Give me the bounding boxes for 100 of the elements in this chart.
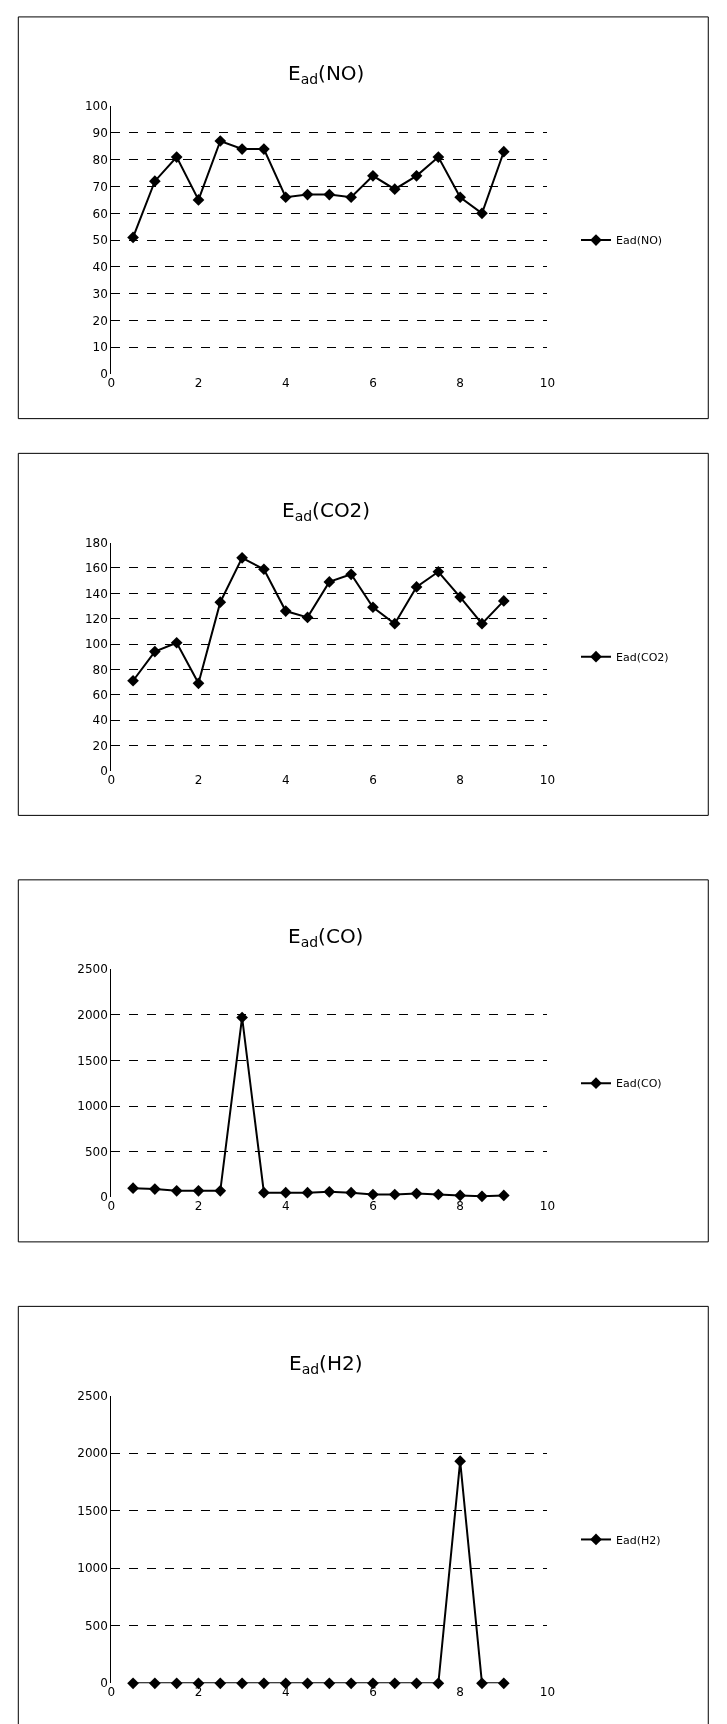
x-tick-label: 2 xyxy=(194,1199,203,1214)
x-tick-label: 6 xyxy=(369,1199,377,1214)
y-tick-label: 180 xyxy=(84,535,108,550)
y-tick-label: 1500 xyxy=(77,1053,108,1068)
point xyxy=(127,674,139,687)
x-tick-label: 2 xyxy=(194,772,203,787)
x-tick-label: 4 xyxy=(281,1199,290,1214)
y-tick-label: 50 xyxy=(92,233,108,248)
point xyxy=(170,636,183,649)
point xyxy=(214,1185,227,1197)
point xyxy=(454,191,467,204)
y-tick-label: 2500 xyxy=(77,1388,108,1403)
point xyxy=(454,1189,467,1202)
point xyxy=(476,207,488,220)
y-tick-label: 140 xyxy=(84,586,108,601)
point xyxy=(279,1186,292,1199)
point xyxy=(301,611,314,624)
y-tick-label: 120 xyxy=(84,611,108,626)
y-tick-label: 2000 xyxy=(77,1446,108,1461)
point xyxy=(149,1183,161,1195)
point xyxy=(345,1186,357,1199)
chart-title: E$_{ad}$(H2) xyxy=(289,1351,363,1378)
point xyxy=(410,1187,423,1200)
point xyxy=(388,617,401,630)
point xyxy=(149,645,161,658)
y-tick-label: 2000 xyxy=(77,1007,108,1022)
x-tick-label: 8 xyxy=(456,376,464,390)
point xyxy=(323,188,336,201)
y-tick-label: 1500 xyxy=(77,1503,108,1518)
point xyxy=(497,145,510,158)
point xyxy=(410,169,423,182)
point xyxy=(192,194,205,206)
y-tick-label: 1000 xyxy=(77,1099,108,1114)
point xyxy=(410,581,423,593)
point xyxy=(476,617,488,630)
chart-title: E$_{ad}$(CO2) xyxy=(282,498,371,525)
y-tick-label: 80 xyxy=(92,152,108,167)
x-tick-label: 8 xyxy=(456,1199,464,1214)
y-tick-label: 40 xyxy=(92,713,108,728)
x-tick-label: 4 xyxy=(281,1685,290,1700)
point xyxy=(323,1185,336,1198)
y-tick-label: 20 xyxy=(92,313,108,328)
point xyxy=(367,601,379,614)
y-tick-label: 100 xyxy=(84,637,108,652)
point xyxy=(367,1188,379,1201)
y-tick-label: 70 xyxy=(92,179,108,194)
x-tick-label: 4 xyxy=(281,772,290,787)
x-tick-label: 8 xyxy=(456,1685,464,1700)
point xyxy=(170,151,183,163)
point xyxy=(454,591,467,603)
point xyxy=(192,677,205,690)
point xyxy=(170,1185,183,1197)
x-tick-label: 10 xyxy=(539,376,556,390)
y-tick-label: 60 xyxy=(92,206,108,221)
point xyxy=(301,188,314,201)
legend-label: Ead(NO) xyxy=(616,234,663,248)
point xyxy=(258,563,270,576)
legend-label: Ead(CO) xyxy=(616,1077,662,1091)
x-tick-label: 10 xyxy=(539,772,556,787)
point xyxy=(279,191,292,204)
point xyxy=(367,169,379,182)
point xyxy=(301,1186,314,1199)
y-tick-label: 160 xyxy=(84,561,108,576)
y-tick-label: 60 xyxy=(92,687,108,702)
y-tick-label: 10 xyxy=(92,340,108,355)
y-tick-label: 80 xyxy=(92,662,108,677)
y-tick-label: 40 xyxy=(92,260,108,275)
x-tick-label: 2 xyxy=(194,376,203,390)
point xyxy=(127,1182,139,1194)
point xyxy=(388,183,401,196)
y-tick-label: 500 xyxy=(84,1144,108,1159)
point xyxy=(497,595,510,607)
chart-title: E$_{ad}$(NO) xyxy=(288,61,365,88)
y-tick-label: 100 xyxy=(84,99,108,114)
x-tick-label: 6 xyxy=(369,376,377,390)
point xyxy=(432,151,445,163)
point xyxy=(214,596,227,609)
legend-label: Ead(CO2) xyxy=(616,650,669,664)
y-tick-label: 20 xyxy=(92,738,108,753)
point xyxy=(258,1186,270,1199)
y-tick-label: 30 xyxy=(92,286,108,301)
legend-label: Ead(H2) xyxy=(616,1533,661,1547)
y-tick-label: 1000 xyxy=(77,1561,108,1576)
point xyxy=(345,568,357,581)
x-tick-label: 10 xyxy=(539,1685,556,1700)
x-tick-label: 4 xyxy=(281,376,290,390)
point xyxy=(214,135,227,147)
point xyxy=(192,1185,205,1197)
point xyxy=(345,191,357,204)
chart-title: E$_{ad}$(CO) xyxy=(288,924,364,951)
point xyxy=(432,565,445,578)
point xyxy=(497,1189,510,1202)
y-tick-label: 90 xyxy=(92,126,108,141)
y-tick-label: 2500 xyxy=(77,962,108,977)
x-tick-label: 6 xyxy=(369,772,377,787)
point xyxy=(323,576,336,588)
point xyxy=(279,605,292,617)
y-tick-label: 500 xyxy=(84,1618,108,1633)
point xyxy=(127,231,139,244)
point xyxy=(476,1190,488,1203)
